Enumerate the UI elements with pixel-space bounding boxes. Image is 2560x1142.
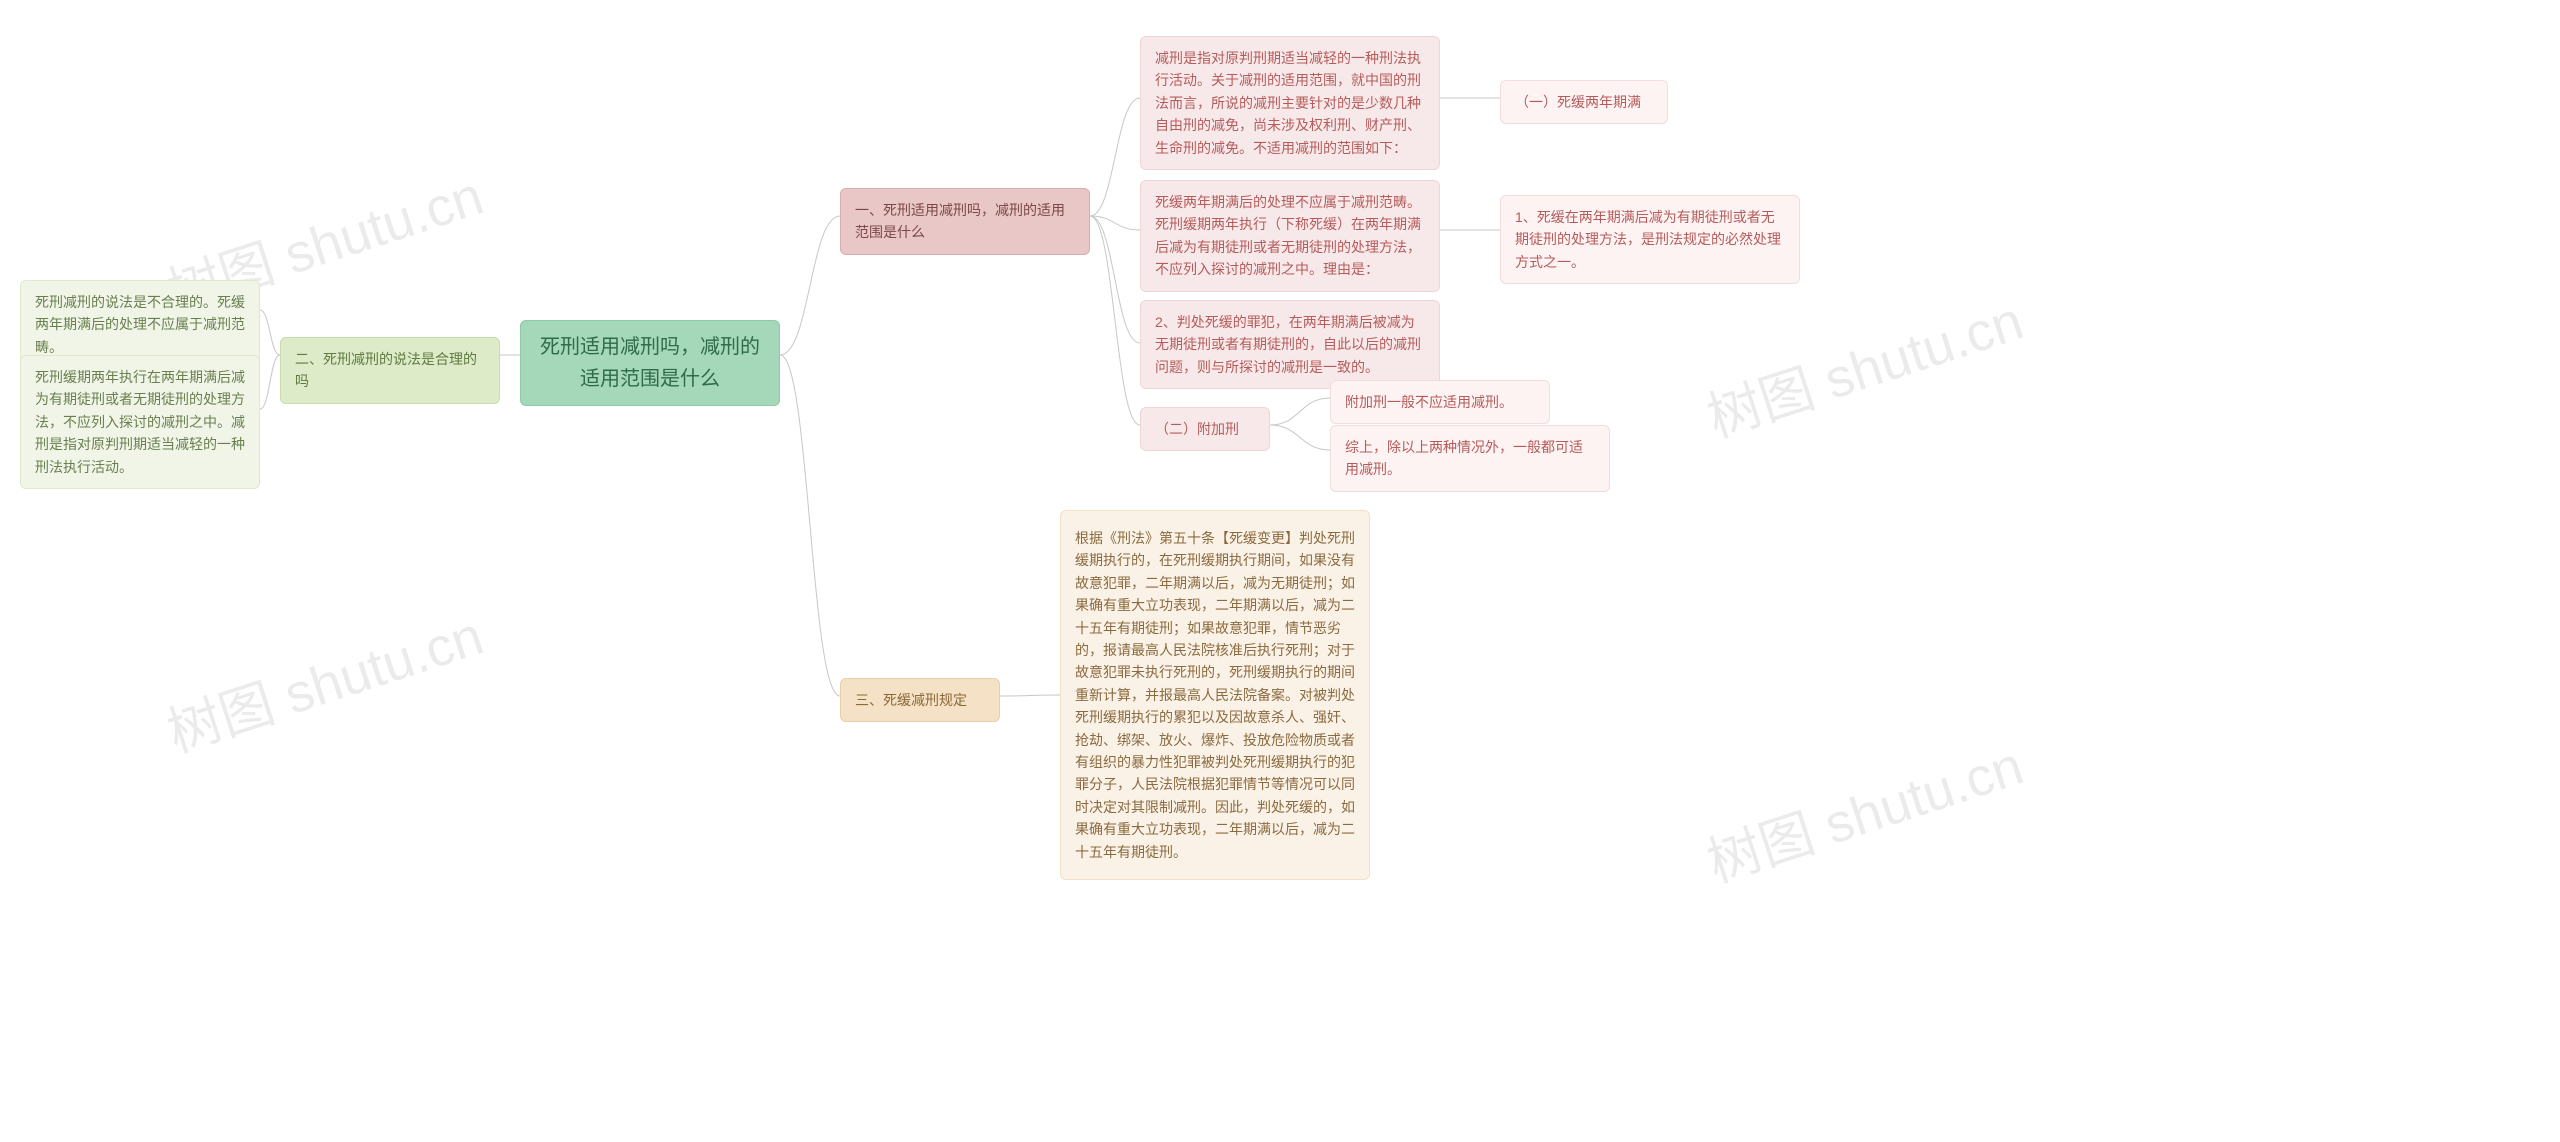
branch-1-child-a-1[interactable]: （一）死缓两年期满	[1500, 80, 1668, 124]
branch-2[interactable]: 二、死刑减刑的说法是合理的吗	[280, 337, 500, 404]
branch-1-child-a[interactable]: 减刑是指对原判刑期适当减轻的一种刑法执行活动。关于减刑的适用范围，就中国的刑法而…	[1140, 36, 1440, 170]
branch-1-child-b-1[interactable]: 1、死缓在两年期满后减为有期徒刑或者无期徒刑的处理方法，是刑法规定的必然处理方式…	[1500, 195, 1800, 284]
branch-1-child-d[interactable]: （二）附加刑	[1140, 407, 1270, 451]
mindmap-root[interactable]: 死刑适用减刑吗，减刑的适用范围是什么	[520, 320, 780, 406]
branch-1-child-d-2[interactable]: 综上，除以上两种情况外，一般都可适用减刑。	[1330, 425, 1610, 492]
branch-2-child-b[interactable]: 死刑缓期两年执行在两年期满后减为有期徒刑或者无期徒刑的处理方法，不应列入探讨的减…	[20, 355, 260, 489]
branch-1-child-b[interactable]: 死缓两年期满后的处理不应属于减刑范畴。死刑缓期两年执行（下称死缓）在两年期满后减…	[1140, 180, 1440, 292]
branch-1-child-d-1[interactable]: 附加刑一般不应适用减刑。	[1330, 380, 1550, 424]
branch-1-child-c[interactable]: 2、判处死缓的罪犯，在两年期满后被减为无期徒刑或者有期徒刑的，自此以后的减刑问题…	[1140, 300, 1440, 389]
watermark: 树图 shutu.cn	[156, 591, 492, 767]
watermark: 树图 shutu.cn	[1696, 721, 2032, 897]
watermark: 树图 shutu.cn	[1696, 276, 2032, 452]
branch-3-child-a[interactable]: 根据《刑法》第五十条【死缓变更】判处死刑缓期执行的，在死刑缓期执行期间，如果没有…	[1060, 510, 1370, 880]
branch-1[interactable]: 一、死刑适用减刑吗，减刑的适用范围是什么	[840, 188, 1090, 255]
branch-3[interactable]: 三、死缓减刑规定	[840, 678, 1000, 722]
